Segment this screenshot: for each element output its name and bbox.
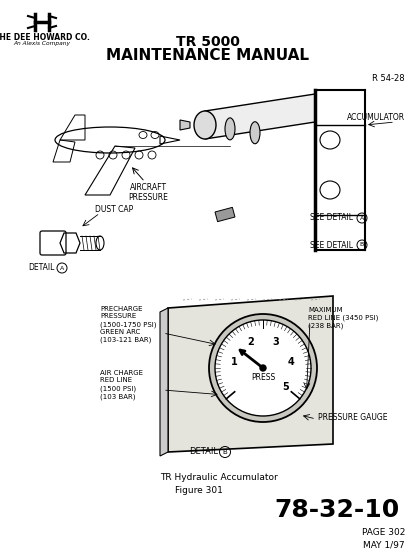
Polygon shape [180, 120, 190, 130]
Text: 78-32-10: 78-32-10 [275, 498, 400, 522]
Text: AIR CHARGE
RED LINE
(1500 PSI)
(103 BAR): AIR CHARGE RED LINE (1500 PSI) (103 BAR) [100, 370, 143, 400]
Circle shape [260, 365, 266, 371]
Text: AIRCRAFT
PRESSURE: AIRCRAFT PRESSURE [128, 183, 168, 202]
Text: TR 5000: TR 5000 [176, 35, 240, 49]
Text: A: A [60, 266, 64, 271]
Text: MAXIMUM
RED LINE (3450 PSI)
(238 BAR): MAXIMUM RED LINE (3450 PSI) (238 BAR) [308, 307, 379, 329]
Text: PRECHARGE
PRESSURE
(1500-1750 PSI)
GREEN ARC
(103-121 BAR): PRECHARGE PRESSURE (1500-1750 PSI) GREEN… [100, 306, 156, 343]
Text: 4: 4 [288, 357, 295, 367]
Ellipse shape [194, 111, 216, 139]
Text: THE DEE HOWARD CO.: THE DEE HOWARD CO. [0, 33, 90, 42]
Text: SEE DETAIL: SEE DETAIL [310, 241, 353, 250]
Text: 1: 1 [231, 357, 238, 367]
Text: DUST CAP: DUST CAP [95, 205, 133, 214]
Text: A: A [360, 216, 364, 221]
Text: An Alexis Company: An Alexis Company [13, 41, 70, 46]
Text: 5: 5 [282, 381, 289, 391]
Bar [215, 207, 235, 222]
Polygon shape [168, 296, 333, 452]
Circle shape [209, 314, 317, 422]
Text: R 54-28: R 54-28 [372, 74, 405, 83]
Text: SEE DETAIL: SEE DETAIL [310, 214, 353, 222]
Text: PAGE 302: PAGE 302 [362, 528, 405, 537]
Text: MAY 1/97: MAY 1/97 [363, 540, 405, 549]
Text: MAINTENANCE MANUAL: MAINTENANCE MANUAL [106, 48, 310, 63]
Text: Figure 301: Figure 301 [175, 486, 223, 495]
Text: PRESS: PRESS [251, 374, 275, 383]
Text: DETAIL: DETAIL [189, 448, 218, 456]
Text: B: B [360, 242, 364, 247]
Text: DETAIL: DETAIL [29, 264, 55, 272]
Text: B: B [223, 449, 228, 455]
Polygon shape [160, 308, 168, 456]
Text: ACCUMULATOR: ACCUMULATOR [347, 113, 405, 122]
Circle shape [215, 320, 311, 416]
Text: PRESSURE GAUGE: PRESSURE GAUGE [318, 414, 387, 423]
Text: TR Hydraulic Accumulator: TR Hydraulic Accumulator [160, 473, 278, 482]
Text: 3: 3 [272, 337, 279, 347]
Ellipse shape [250, 122, 260, 144]
Polygon shape [205, 94, 315, 139]
Text: 2: 2 [247, 337, 254, 347]
Ellipse shape [225, 118, 235, 140]
